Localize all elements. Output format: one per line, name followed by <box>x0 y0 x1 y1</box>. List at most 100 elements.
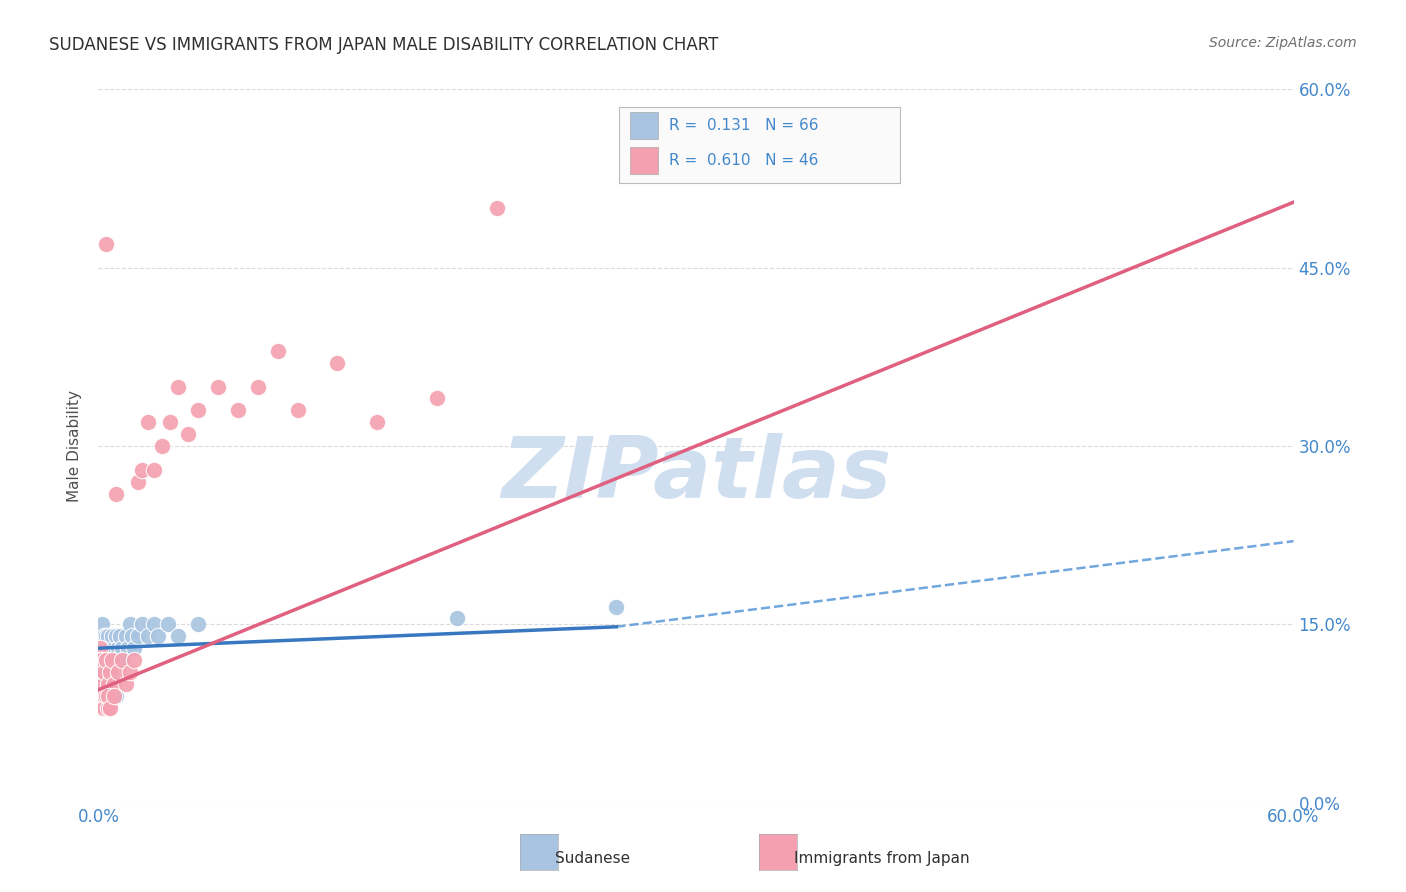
Point <box>91 641 114 656</box>
Point <box>89 665 111 679</box>
Point <box>89 653 111 667</box>
Point <box>91 689 114 703</box>
Point <box>91 617 114 632</box>
Point <box>131 617 153 632</box>
Point <box>89 629 111 643</box>
Point <box>91 653 114 667</box>
Point <box>97 677 120 691</box>
Point <box>93 641 115 656</box>
Point <box>89 700 111 714</box>
Point <box>127 629 149 643</box>
Point <box>226 403 249 417</box>
Point <box>98 665 122 679</box>
Point <box>93 629 115 643</box>
Point <box>89 689 111 703</box>
Point <box>93 665 115 679</box>
Point <box>91 665 114 679</box>
Point <box>103 653 125 667</box>
Point <box>97 665 120 679</box>
Text: Immigrants from Japan: Immigrants from Japan <box>794 852 970 866</box>
Point <box>167 379 190 393</box>
Point <box>103 689 125 703</box>
Text: SUDANESE VS IMMIGRANTS FROM JAPAN MALE DISABILITY CORRELATION CHART: SUDANESE VS IMMIGRANTS FROM JAPAN MALE D… <box>49 36 718 54</box>
Point <box>93 653 115 667</box>
Point <box>112 653 135 667</box>
Point <box>366 415 388 429</box>
Text: Source: ZipAtlas.com: Source: ZipAtlas.com <box>1209 36 1357 50</box>
Point <box>267 343 290 358</box>
Point <box>326 356 349 370</box>
Point <box>117 641 139 656</box>
Point <box>103 677 125 691</box>
Point <box>96 653 118 667</box>
Point <box>98 700 122 714</box>
Point <box>111 653 134 667</box>
Point <box>97 641 120 656</box>
Point <box>426 392 449 406</box>
Text: Sudanese: Sudanese <box>555 852 630 866</box>
Point <box>246 379 269 393</box>
Point <box>96 689 118 703</box>
Point <box>97 689 120 703</box>
Point <box>143 617 166 632</box>
Point <box>121 629 143 643</box>
Point <box>93 689 115 703</box>
Point <box>111 641 134 656</box>
Point <box>107 653 129 667</box>
Point <box>127 475 149 489</box>
Text: R =  0.131   N = 66: R = 0.131 N = 66 <box>669 119 818 134</box>
Point <box>136 629 159 643</box>
Point <box>605 599 627 614</box>
Point <box>207 379 229 393</box>
Point <box>93 677 115 691</box>
Point <box>89 677 111 691</box>
Point <box>93 677 115 691</box>
Point <box>115 629 138 643</box>
Point <box>148 629 170 643</box>
Text: R =  0.610   N = 46: R = 0.610 N = 46 <box>669 153 818 169</box>
Point <box>485 201 508 215</box>
Point <box>103 677 125 691</box>
Point <box>159 415 181 429</box>
Point <box>136 415 159 429</box>
Point <box>157 617 180 632</box>
Point <box>91 677 114 691</box>
Point <box>101 629 124 643</box>
Point <box>103 641 125 656</box>
Point <box>98 689 122 703</box>
Point <box>89 653 111 667</box>
Point <box>187 403 209 417</box>
Text: ZIPatlas: ZIPatlas <box>501 433 891 516</box>
Point <box>110 629 132 643</box>
Point <box>91 629 114 643</box>
Point <box>93 700 115 714</box>
Point <box>97 677 120 691</box>
Point <box>97 700 120 714</box>
Bar <box>630 112 658 139</box>
Point <box>167 629 190 643</box>
Point <box>91 665 114 679</box>
Point <box>120 617 142 632</box>
Point <box>97 629 120 643</box>
Point <box>107 641 129 656</box>
Point <box>96 665 118 679</box>
Point <box>97 689 120 703</box>
Point <box>96 641 118 656</box>
Point <box>101 653 124 667</box>
Y-axis label: Male Disability: Male Disability <box>67 390 83 502</box>
Point <box>89 641 111 656</box>
Point <box>93 665 115 679</box>
Point <box>187 617 209 632</box>
Point <box>96 689 118 703</box>
Point <box>150 439 173 453</box>
Point <box>91 689 114 703</box>
Point <box>143 463 166 477</box>
Point <box>124 653 146 667</box>
Point <box>177 427 200 442</box>
Point <box>93 653 115 667</box>
Point <box>98 653 122 667</box>
Point <box>96 677 118 691</box>
Point <box>107 665 129 679</box>
Point <box>96 629 118 643</box>
Point <box>131 463 153 477</box>
